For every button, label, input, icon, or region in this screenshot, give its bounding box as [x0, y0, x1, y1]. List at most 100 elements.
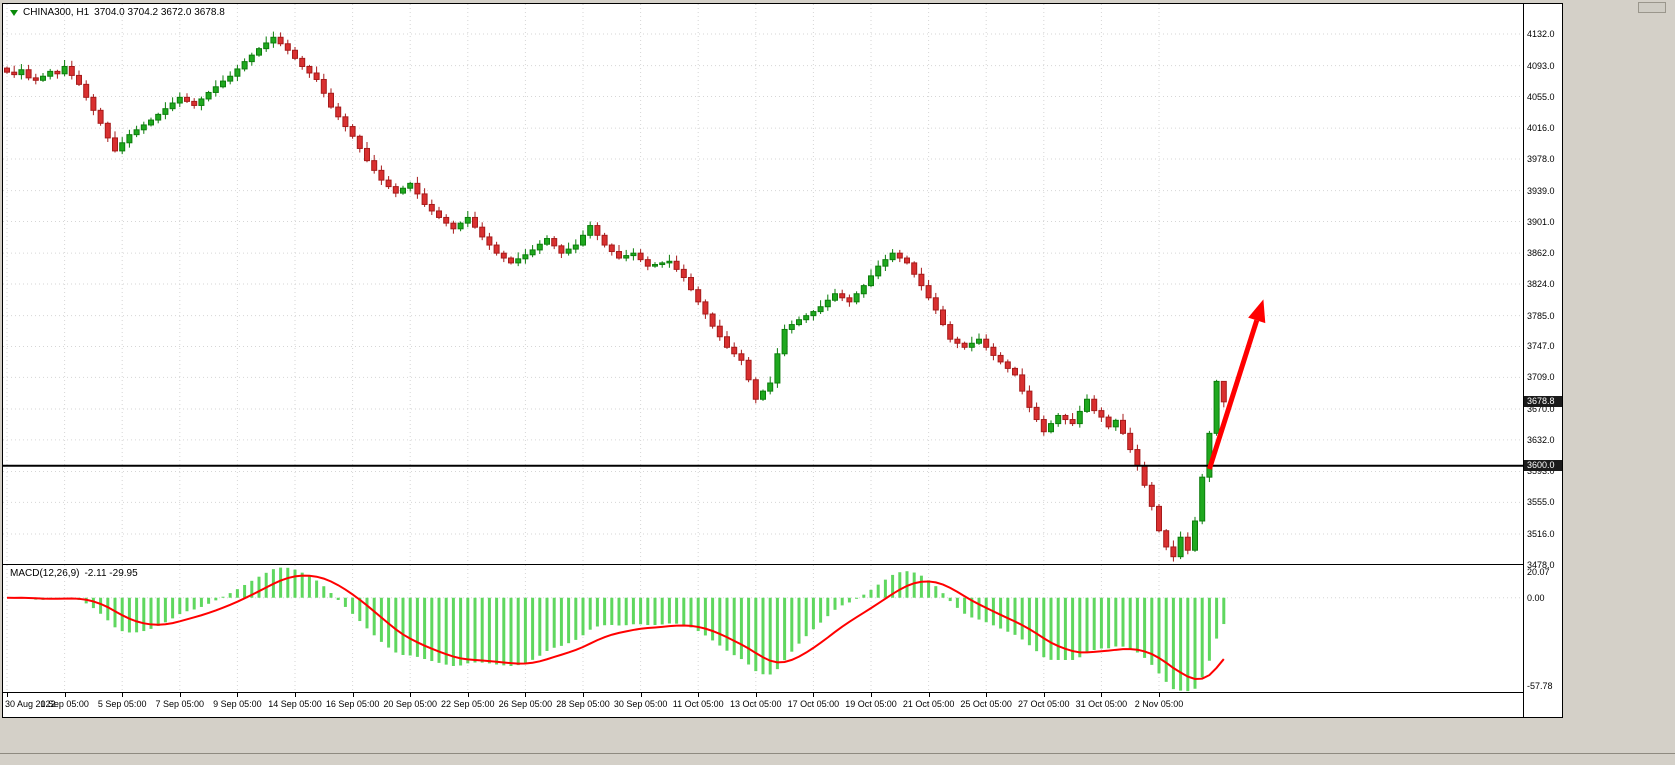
macd-tick-label: 20.07 [1527, 567, 1550, 577]
candle [1040, 419, 1047, 433]
date-tick [1043, 693, 1045, 697]
candle [1105, 416, 1112, 428]
date-tick-label: 20 Sep 05:00 [383, 699, 437, 709]
candle [61, 65, 68, 75]
candle [133, 129, 140, 136]
candle [256, 48, 262, 56]
candle [263, 42, 270, 50]
candle [385, 179, 392, 188]
candle [695, 289, 702, 303]
candle [1091, 398, 1098, 412]
current-price-badge: 3678.8 [1524, 395, 1562, 407]
candle [392, 186, 399, 194]
candle [1069, 419, 1076, 425]
date-tick-label: 16 Sep 05:00 [325, 699, 380, 709]
candle [450, 222, 457, 230]
candle [313, 72, 320, 80]
hline-price-badge: 3600.0 [1524, 459, 1562, 471]
date-tick [179, 693, 181, 697]
candle [889, 252, 896, 261]
date-axis[interactable]: 30 Aug 2022 1 Sep 05:00 5 Sep 05:00 7 Sep 0… [3, 693, 1523, 717]
candle [1004, 361, 1011, 369]
candle [1220, 380, 1227, 403]
candle [1076, 410, 1083, 425]
symbol-marker-icon [10, 10, 18, 16]
price-axis[interactable]: 3678.8 3600.0 4132.0 4093.0 4055.0 4016.0 39… [1523, 4, 1562, 717]
candle [544, 238, 550, 245]
candle [292, 49, 298, 59]
candle [472, 216, 478, 228]
date-tick [467, 693, 469, 697]
candle [968, 342, 975, 348]
price-tick-label: 4016.0 [1527, 123, 1555, 134]
candle [810, 311, 817, 317]
date-tick [64, 693, 66, 697]
candle [1199, 476, 1206, 522]
candle [594, 225, 601, 236]
candle [644, 259, 651, 267]
candle [1177, 536, 1184, 558]
candle [54, 70, 61, 75]
candle [68, 65, 75, 76]
chart-title: CHINA300, H1 3704.0 3704.2 3672.0 3678.8 [10, 7, 225, 18]
price-tick-label: 3516.0 [1527, 528, 1555, 539]
date-tick [352, 693, 354, 697]
candle [997, 354, 1004, 363]
date-tick-label: 31 Oct 05:00 [1075, 699, 1128, 709]
candle [1213, 380, 1220, 434]
date-tick [755, 693, 757, 697]
price-tick-label: 3785.0 [1527, 310, 1555, 321]
date-tick [640, 693, 642, 697]
date-tick-label: 14 Sep 05:00 [268, 699, 322, 709]
price-tick-label: 4132.0 [1527, 29, 1555, 40]
candle [788, 324, 795, 330]
candle [896, 252, 903, 259]
candle [832, 293, 838, 301]
window-control-fragment[interactable] [1638, 2, 1666, 13]
candle [1098, 410, 1105, 418]
candle [119, 142, 126, 152]
candle [162, 108, 169, 115]
candle [623, 255, 630, 259]
candle [220, 80, 226, 88]
candle [335, 106, 342, 118]
date-tick-label: 2 Nov 05:00 [1134, 699, 1184, 709]
window-frame-line [0, 753, 1675, 754]
trend-arrow-line[interactable] [1207, 319, 1260, 470]
price-tick-label: 3670.0 [1527, 403, 1555, 414]
candle [760, 390, 766, 400]
candle [853, 293, 860, 303]
price-chart-canvas[interactable] [3, 4, 1523, 564]
candle [774, 353, 781, 384]
date-tick [295, 693, 296, 697]
candle [349, 126, 356, 137]
candle [1120, 419, 1126, 434]
candle [940, 309, 946, 326]
candle [76, 74, 82, 85]
price-tick-label: 3978.0 [1527, 154, 1555, 164]
candle [479, 226, 486, 238]
candle [839, 293, 846, 299]
candle [1084, 398, 1090, 412]
date-tick [583, 693, 584, 697]
date-tick-label: 11 Oct 05:00 [672, 699, 724, 709]
price-tick-label: 3593.0 [1527, 466, 1555, 477]
candle [731, 346, 738, 355]
macd-canvas[interactable] [3, 565, 1523, 692]
candle [299, 57, 306, 67]
candle [947, 324, 954, 340]
macd-signal-line [6, 574, 1225, 681]
candle [234, 68, 241, 77]
price-tick-label: 3824.0 [1527, 279, 1555, 289]
date-tick [122, 693, 124, 697]
candle [724, 336, 730, 348]
candle [328, 92, 334, 108]
candle [659, 262, 666, 266]
candle [536, 243, 543, 251]
date-tick [1101, 693, 1103, 697]
date-tick-label: 1 Sep 05:00 [40, 699, 89, 709]
panel-divider[interactable] [3, 564, 1562, 565]
macd-tick-label: 0.00 [1527, 592, 1545, 603]
trend-arrow-head[interactable] [1248, 299, 1266, 324]
candle [587, 225, 594, 236]
